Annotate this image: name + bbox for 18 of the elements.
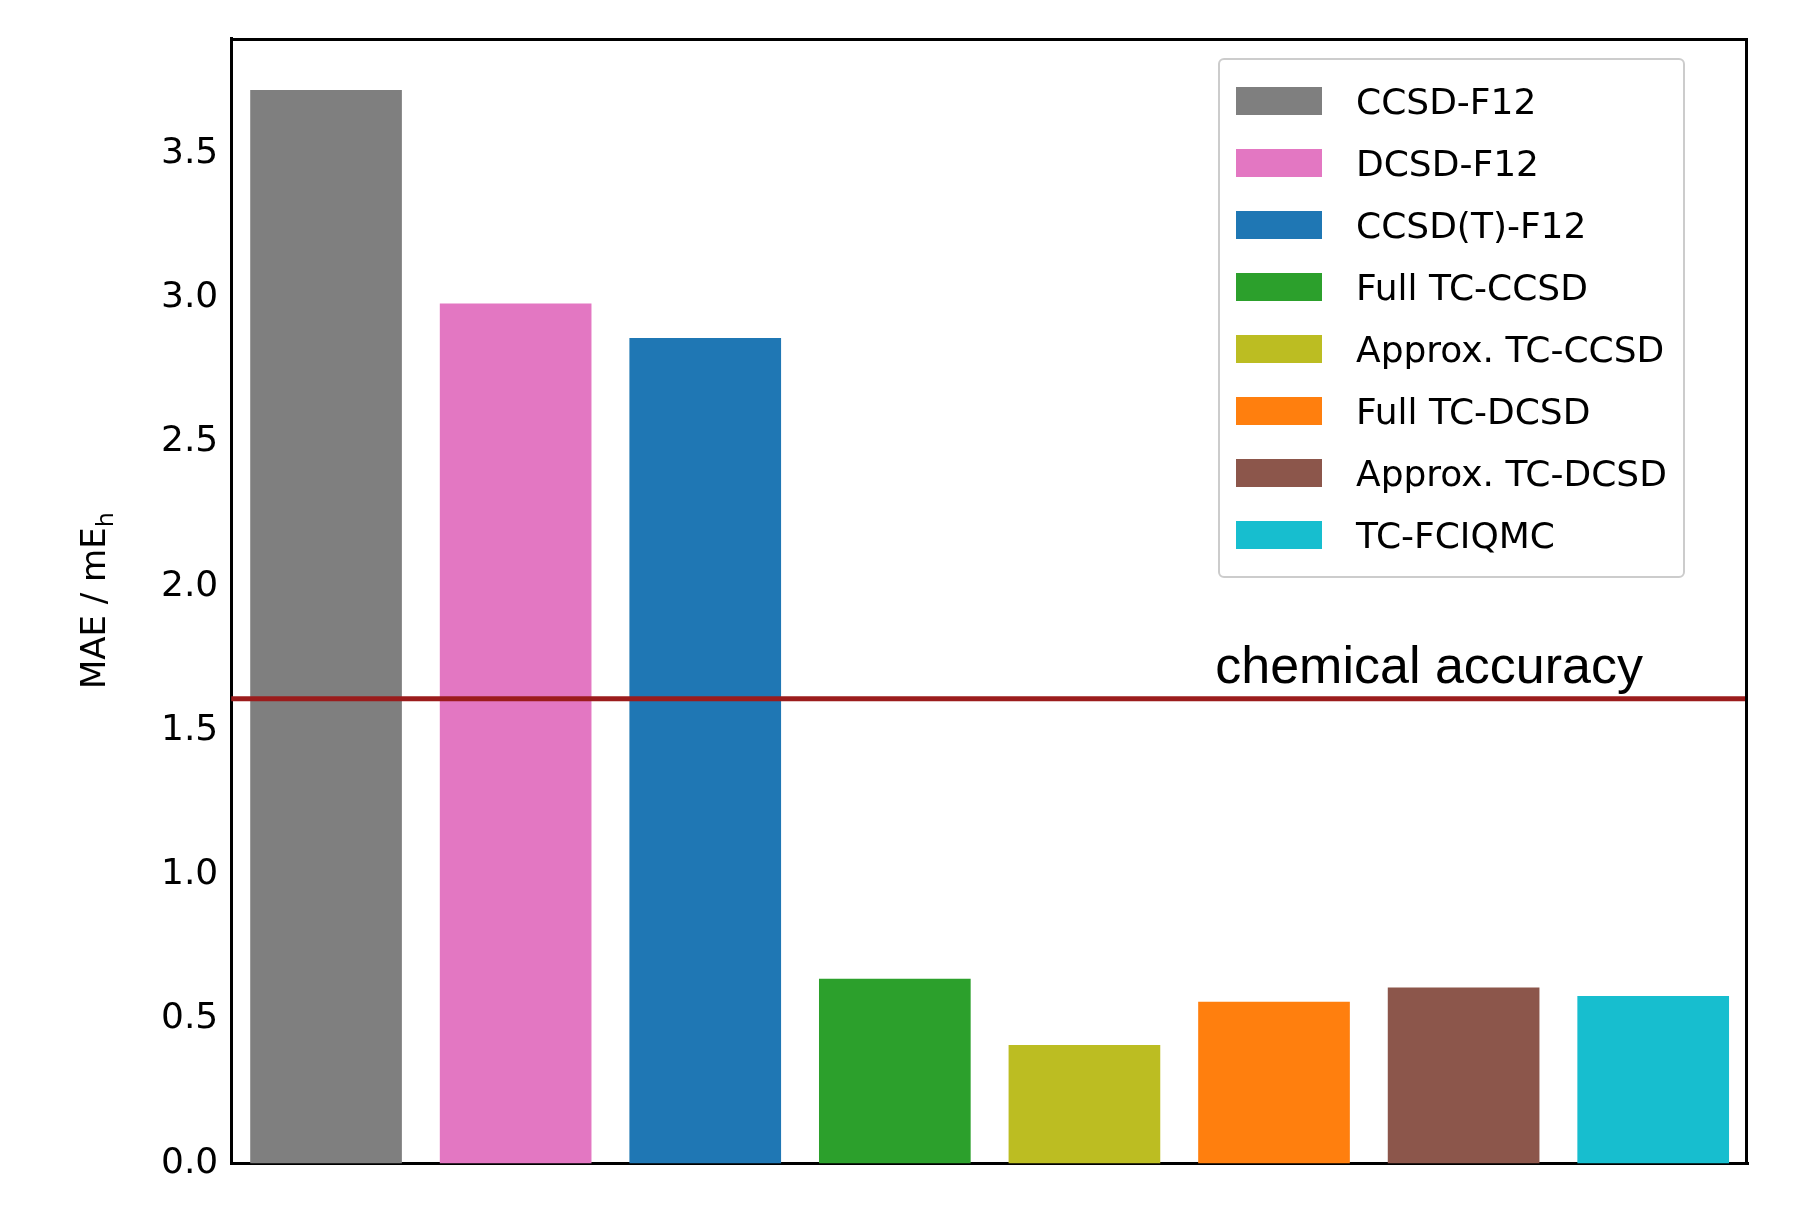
y-tick-label: 0.5: [160, 995, 219, 1037]
y-tick-label: 3.5: [160, 129, 219, 171]
y-tick-label: 1.5: [160, 706, 219, 748]
legend-label: Full TC-DCSD: [1356, 390, 1591, 432]
y-tick-label: 3.0: [160, 274, 219, 316]
y-tick-label: 0.0: [160, 1139, 219, 1181]
legend-label: CCSD(T)-F12: [1356, 204, 1587, 246]
legend-label: CCSD-F12: [1356, 80, 1537, 122]
legend-label: TC-FCIQMC: [1356, 514, 1556, 556]
y-tick-label: 1.0: [160, 851, 219, 893]
legend-label: DCSD-F12: [1356, 142, 1539, 184]
legend-label: Approx. TC-DCSD: [1356, 452, 1667, 494]
y-axis-title: MAE / mEh: [73, 512, 119, 690]
ref-line-label: chemical accuracy: [1215, 636, 1643, 695]
y-tick-label: 2.0: [160, 562, 219, 604]
legend-label: Full TC-CCSD: [1356, 266, 1588, 308]
y-tick-label: 2.5: [160, 418, 219, 460]
legend-label: Approx. TC-CCSD: [1356, 328, 1665, 370]
